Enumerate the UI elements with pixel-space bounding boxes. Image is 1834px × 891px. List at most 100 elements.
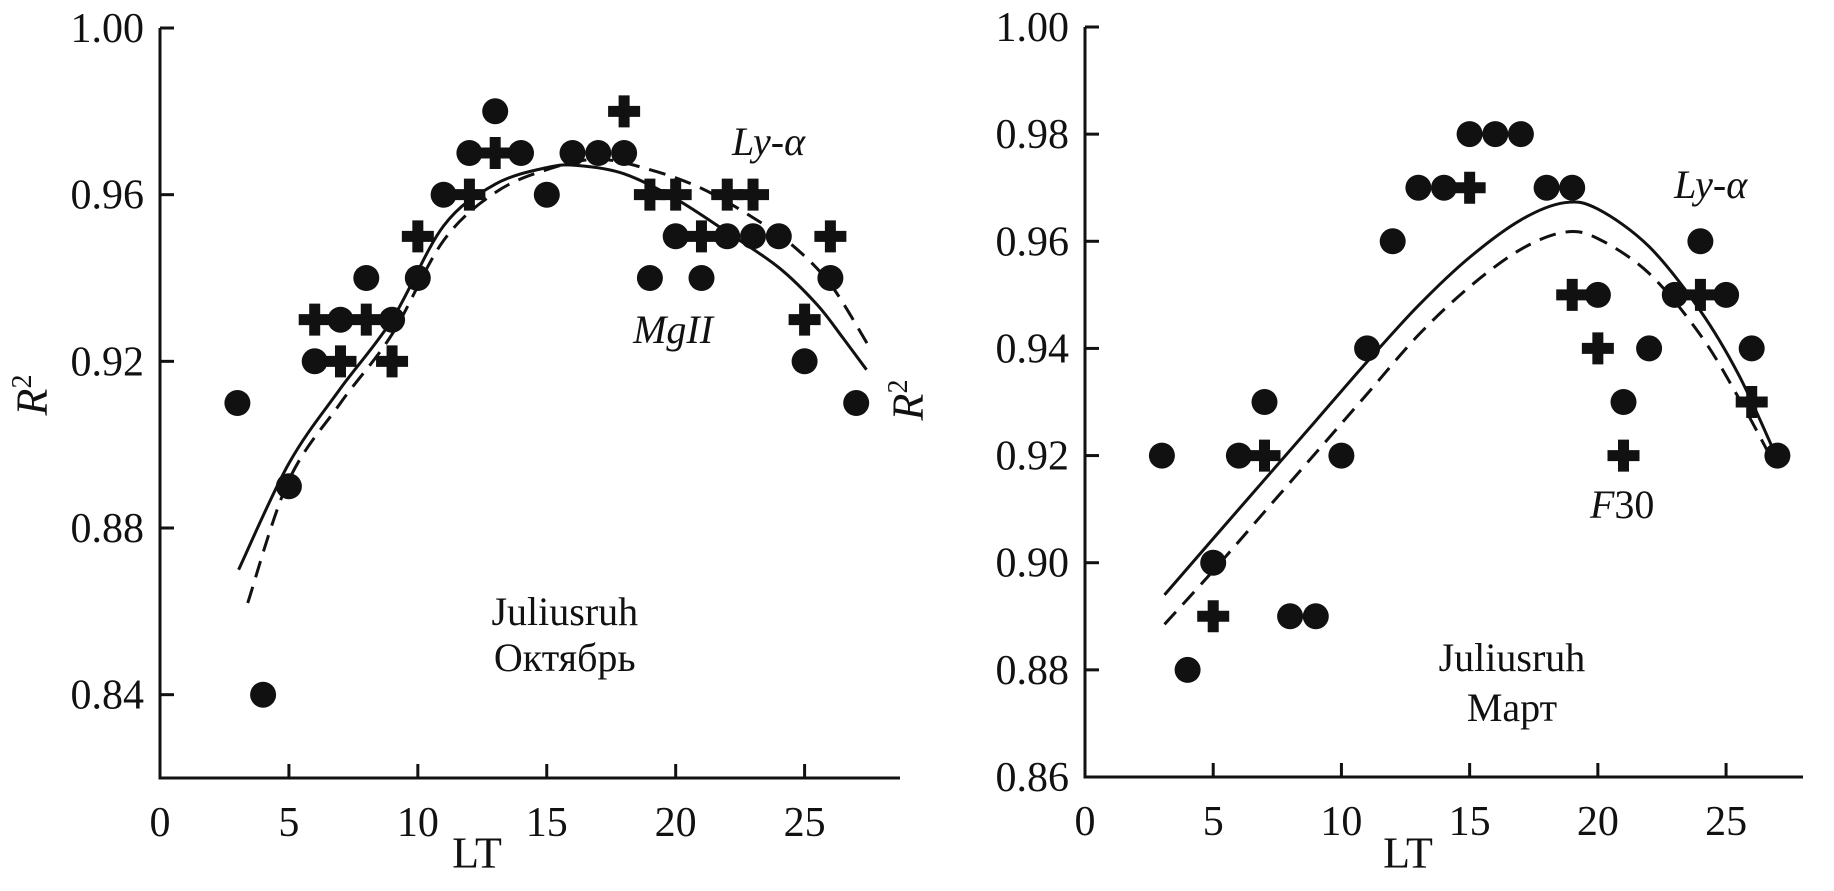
data-point-dot bbox=[275, 473, 302, 500]
data-point-plus bbox=[814, 220, 847, 253]
y-tick-label: 0.98 bbox=[996, 112, 1070, 158]
x-tick-label: 10 bbox=[397, 800, 439, 846]
annotation-part: F bbox=[1589, 481, 1615, 527]
data-point-dot bbox=[250, 681, 277, 708]
right-x-axis-label: LT bbox=[1383, 828, 1433, 878]
data-point-plus bbox=[1556, 278, 1589, 311]
data-point-plus bbox=[1684, 278, 1717, 311]
data-point-dot bbox=[817, 265, 844, 291]
data-point-dot bbox=[765, 223, 792, 250]
data-point-dot bbox=[533, 181, 560, 208]
data-point-dot bbox=[430, 181, 457, 208]
x-tick-label: 20 bbox=[1577, 799, 1619, 845]
data-point-dot bbox=[1482, 121, 1509, 148]
panel-right: 0 5 10 15 20 25 1.00 0.98 0.96 0.94 0.92 0.90 0.88 0.… bbox=[996, 5, 1803, 845]
right-y-axis-label: R2 bbox=[883, 380, 934, 421]
data-point-dot bbox=[353, 265, 380, 291]
data-point-dot bbox=[1277, 603, 1304, 630]
data-point-dot bbox=[585, 140, 612, 166]
annotation-right-1: Март bbox=[1466, 684, 1558, 730]
data-point-plus bbox=[1248, 439, 1281, 472]
data-point-dot bbox=[224, 390, 251, 416]
data-point-dot bbox=[482, 98, 509, 125]
data-point-dot bbox=[688, 265, 715, 291]
x-tick-label: 20 bbox=[655, 800, 697, 846]
data-point-dot bbox=[1738, 335, 1765, 362]
annotation-left-3: MgII bbox=[633, 306, 714, 352]
data-point-dot bbox=[740, 223, 766, 250]
annotation-right-2: Ly-α bbox=[1674, 162, 1748, 208]
data-point-plus bbox=[633, 178, 666, 211]
fit-curve-solid bbox=[237, 163, 868, 571]
data-point-plus bbox=[608, 95, 641, 128]
data-point-dot bbox=[1225, 442, 1252, 469]
data-point-plus bbox=[1453, 171, 1486, 204]
data-point-dot bbox=[1661, 281, 1688, 308]
data-point-plus bbox=[401, 220, 434, 253]
data-point-dot bbox=[611, 140, 638, 166]
data-point-dot bbox=[1405, 174, 1432, 201]
data-point-dot bbox=[636, 265, 663, 291]
x-tick-label: 10 bbox=[1320, 799, 1362, 845]
data-point-dot bbox=[1354, 335, 1381, 362]
data-point-dot bbox=[1302, 603, 1329, 630]
data-point-plus bbox=[659, 178, 692, 211]
data-point-dot bbox=[327, 306, 354, 333]
y-tick-label: 0.92 bbox=[71, 339, 145, 385]
data-point-dot bbox=[1584, 281, 1611, 308]
y-tick-label: 0.88 bbox=[71, 506, 145, 552]
left-y-axis-label-sup: 2 bbox=[6, 374, 38, 389]
y-tick-label: 0.90 bbox=[996, 541, 1070, 587]
y-tick-label: 1.00 bbox=[71, 6, 145, 52]
data-point-dot bbox=[379, 306, 406, 333]
left-axes bbox=[158, 28, 900, 780]
fit-curve-solid bbox=[1163, 200, 1777, 596]
y-tick-label: 0.96 bbox=[996, 219, 1070, 265]
data-point-dot bbox=[1200, 549, 1227, 576]
y-tick-label: 0.92 bbox=[996, 434, 1070, 480]
data-point-dot bbox=[1251, 389, 1278, 415]
data-point-dot bbox=[1764, 442, 1791, 469]
x-tick-label: 5 bbox=[278, 800, 299, 846]
y-tick-label: 0.84 bbox=[71, 673, 145, 719]
data-point-dot bbox=[508, 140, 534, 166]
data-point-plus bbox=[685, 220, 718, 253]
y-tick-label: 0.94 bbox=[996, 326, 1070, 372]
data-point-dot bbox=[1610, 389, 1637, 415]
data-point-plus bbox=[1735, 386, 1768, 418]
left-y-axis-label-base: R bbox=[7, 388, 57, 416]
x-tick-label: 15 bbox=[1449, 799, 1491, 845]
data-point-dot bbox=[1636, 335, 1663, 362]
data-point-dot bbox=[456, 140, 483, 166]
y-tick-label: 0.96 bbox=[71, 173, 145, 219]
data-point-dot bbox=[1456, 121, 1483, 148]
x-tick-label: 25 bbox=[784, 800, 826, 846]
right-y-axis-label-sup: 2 bbox=[882, 379, 914, 394]
annotation-left-2: Ly-α bbox=[731, 119, 806, 165]
annotation-right-3: F30 bbox=[1589, 481, 1655, 527]
y-tick-label: 1.00 bbox=[996, 5, 1070, 51]
data-point-dot bbox=[1559, 174, 1586, 201]
data-point-dot bbox=[1431, 174, 1457, 201]
right-y-axis-label-base: R bbox=[883, 393, 933, 421]
data-point-plus bbox=[324, 345, 357, 378]
data-point-plus bbox=[1581, 332, 1614, 365]
data-point-dot bbox=[1687, 228, 1714, 255]
data-point-dot bbox=[301, 348, 328, 375]
data-point-dot bbox=[559, 140, 586, 166]
data-point-dot bbox=[714, 223, 741, 250]
data-point-dot bbox=[1713, 281, 1740, 308]
data-point-plus bbox=[1607, 439, 1640, 472]
data-point-plus bbox=[1197, 600, 1230, 633]
left-x-axis-label: LT bbox=[452, 828, 502, 878]
data-point-plus bbox=[453, 178, 486, 211]
y-tick-label: 0.88 bbox=[996, 648, 1070, 694]
x-tick-label: 5 bbox=[1203, 799, 1224, 845]
data-point-plus bbox=[788, 303, 821, 336]
data-point-plus bbox=[737, 178, 770, 211]
data-point-dot bbox=[1328, 442, 1355, 469]
data-point-dot bbox=[404, 265, 431, 291]
annotation-part: 30 bbox=[1614, 481, 1655, 527]
annotation-right-0: Juliusruh bbox=[1438, 635, 1586, 681]
